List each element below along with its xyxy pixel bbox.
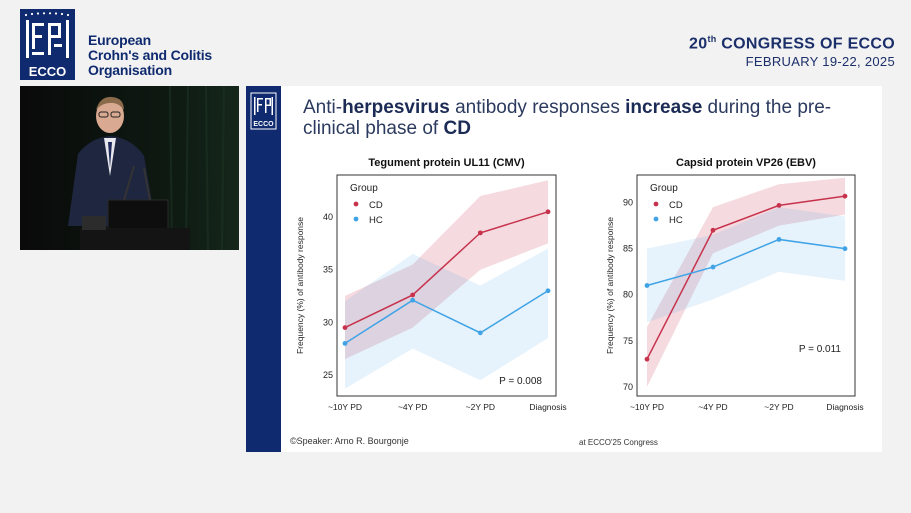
speaker-video[interactable] xyxy=(20,86,239,250)
chart2-legend-label-cd: CD xyxy=(669,200,683,211)
logo-wordmark: ECCO xyxy=(29,64,67,79)
chart1-point-hc xyxy=(410,297,416,303)
chart2-ytick: 80 xyxy=(623,290,633,300)
slide-side-band: ECCO xyxy=(246,86,281,452)
chart2-xtick: ~10Y PD xyxy=(630,402,664,412)
slide-title-part-4: during the pre-clinical phase of xyxy=(303,97,832,139)
congress-credit: at ECCO'25 Congress xyxy=(579,438,658,447)
slide-title-part-3: increase xyxy=(625,97,703,118)
chart2-ytick: 85 xyxy=(623,244,633,254)
chart2-ylabel: Frequency (%) of antibody response xyxy=(605,217,615,354)
chart2-ytick: 90 xyxy=(623,198,633,208)
slide-title-part-5: CD xyxy=(443,118,471,139)
chart2-xtick: Diagnosis xyxy=(826,402,863,412)
chart1-ytick: 25 xyxy=(323,370,333,380)
org-line-2: Crohn's and Colitis xyxy=(88,47,212,63)
chart2-xtick: ~4Y PD xyxy=(698,402,727,412)
chart1-p-value: P = 0.008 xyxy=(499,376,542,387)
speaker-credit-name: Arno R. Bourgonje xyxy=(334,436,409,446)
congress-dates: FEBRUARY 19-22, 2025 xyxy=(745,54,895,70)
congress-info: 20th CONGRESS OF ECCO FEBRUARY 19-22, 20… xyxy=(689,34,895,69)
slide-title: Anti-herpesvirus antibody responses incr… xyxy=(303,97,873,139)
congress-number: 20 xyxy=(689,35,708,53)
chart1-xtick: ~10Y PD xyxy=(328,402,362,412)
slide-title-part-0: Anti- xyxy=(303,97,343,118)
chart1-title: Tegument protein UL11 (CMV) xyxy=(368,157,525,169)
speaker-credit-label: ©Speaker: xyxy=(290,436,333,446)
lectern xyxy=(80,165,190,250)
slide-title-part-1: herpesvirus xyxy=(342,97,450,118)
chart1-point-cd xyxy=(410,292,416,298)
chart-cmv-ul11: Tegument protein UL11 (CMV) 25 30 35 40 ~10Y … xyxy=(295,157,567,412)
chart1-line-hc xyxy=(344,290,549,345)
chart2-point-hc xyxy=(842,246,848,252)
chart1-ytick: 40 xyxy=(323,212,333,222)
slide-logo-wordmark: ECCO xyxy=(253,121,274,128)
slide-ecco-logo: ECCO xyxy=(250,92,277,130)
chart2-point-cd xyxy=(710,227,716,233)
chart2-plot-area xyxy=(636,174,856,397)
speaker-credit: ©Speaker: Arno R. Bourgonje xyxy=(290,436,409,446)
ecco-logo: ECCO xyxy=(20,9,75,80)
chart2-line-hc xyxy=(646,238,846,287)
chart2-point-hc xyxy=(644,283,650,288)
chart1-point-hc xyxy=(342,340,348,346)
chart1-point-hc xyxy=(545,288,551,294)
chart1-line-cd xyxy=(344,211,549,329)
chart1-point-cd xyxy=(342,325,348,330)
chart2-point-cd xyxy=(644,356,650,362)
chart1-legend-marker-hc xyxy=(353,216,359,222)
presentation-slide: ECCO Anti-herpesvirus antibody responses… xyxy=(246,86,882,452)
chart2-xtick: ~2Y PD xyxy=(764,402,793,412)
chart1-legend-label-hc: HC xyxy=(369,215,383,226)
speaker-video-frame xyxy=(20,86,239,250)
chart1-ytick: 35 xyxy=(323,265,333,275)
chart2-legend-title: Group xyxy=(650,183,678,194)
chart1-point-hc xyxy=(477,330,483,336)
org-line-3: Organisation xyxy=(88,62,172,78)
chart1-legend-marker-cd xyxy=(353,201,359,207)
chart2-ytick: 70 xyxy=(623,382,633,392)
chart1-xtick: Diagnosis xyxy=(529,402,566,412)
congress-title-rest: CONGRESS OF ECCO xyxy=(716,35,895,53)
chart1-xtick: ~4Y PD xyxy=(398,402,427,412)
chart2-point-cd xyxy=(842,193,848,199)
chart1-band-hc xyxy=(345,248,548,389)
chart1-point-cd xyxy=(545,209,551,215)
chart1-legend-label-cd: CD xyxy=(369,200,383,211)
curtain-folds xyxy=(169,86,225,250)
organisation-name: European Crohn's and Colitis Organisatio… xyxy=(88,33,212,78)
chart1-xtick: ~2Y PD xyxy=(466,402,495,412)
chart2-legend-marker-hc xyxy=(653,216,659,222)
chart2-legend-marker-cd xyxy=(653,201,659,207)
slide-title-part-2: antibody responses xyxy=(449,97,626,118)
chart2-ytick: 75 xyxy=(623,336,633,346)
chart2-legend-label-hc: HC xyxy=(669,215,683,226)
chart-ebv-vp26: Capsid protein VP26 (EBV) 70 75 80 85 90 ~10Y … xyxy=(605,157,864,412)
chart2-p-value: P = 0.011 xyxy=(799,344,842,355)
chart1-band-cd xyxy=(345,180,548,360)
chart2-band-hc xyxy=(647,207,845,323)
congress-header: ECCO European Crohn's and Colitis Organi… xyxy=(0,0,911,86)
chart2-line-cd xyxy=(646,195,846,360)
chart1-legend-title: Group xyxy=(350,183,378,194)
chart1-ytick: 30 xyxy=(323,317,333,327)
congress-title: 20th CONGRESS OF ECCO xyxy=(689,34,895,53)
chart2-title: Capsid protein VP26 (EBV) xyxy=(676,157,816,169)
ecco-logo-graphic: ECCO xyxy=(24,12,70,79)
chart2-point-cd xyxy=(776,202,782,208)
chart1-ylabel: Frequency (%) of antibody response xyxy=(295,217,305,354)
congress-ordinal: th xyxy=(707,34,717,44)
chart1-point-cd xyxy=(477,230,483,236)
org-line-1: European xyxy=(88,32,151,48)
chart1-plot-area xyxy=(336,174,557,397)
chart2-point-hc xyxy=(776,237,782,242)
chart2-point-hc xyxy=(710,264,716,270)
